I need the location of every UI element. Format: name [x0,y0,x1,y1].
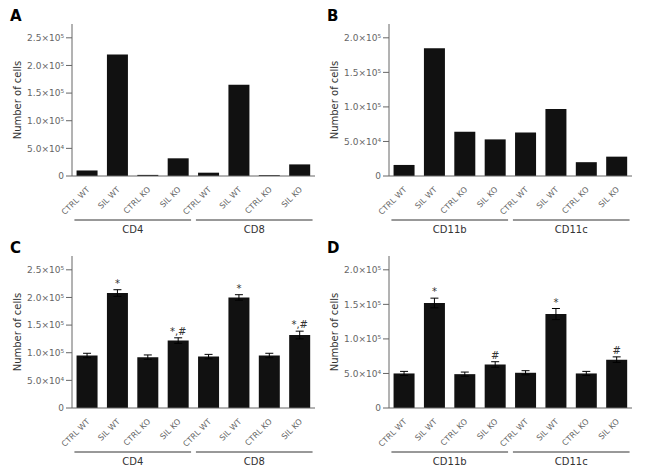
svg-text:SIL KO: SIL KO [158,185,182,209]
svg-text:Number of cells: Number of cells [329,293,340,372]
svg-text:1.0×10⁵: 1.0×10⁵ [27,348,64,358]
svg-text:1.5×10⁵: 1.5×10⁵ [344,300,381,310]
svg-text:CTRL KO: CTRL KO [243,185,274,216]
svg-text:0: 0 [375,403,381,413]
svg-text:SIL KO: SIL KO [280,185,304,209]
svg-text:1.5×10⁵: 1.5×10⁵ [27,88,64,98]
svg-text:CTRL KO: CTRL KO [439,185,470,216]
svg-text:SIL WT: SIL WT [96,185,122,211]
svg-text:SIL WT: SIL WT [535,417,561,443]
svg-text:CTRL WT: CTRL WT [181,185,213,217]
svg-text:SIL WT: SIL WT [96,417,122,443]
svg-text:CD11c: CD11c [555,456,588,467]
svg-text:Number of cells: Number of cells [329,61,340,140]
svg-text:CTRL WT: CTRL WT [181,417,213,449]
svg-text:SIL WT: SIL WT [413,185,439,211]
svg-text:5.0×10⁴: 5.0×10⁴ [27,144,64,154]
svg-text:2.0×10⁵: 2.0×10⁵ [344,33,381,43]
svg-text:SIL KO: SIL KO [158,417,182,441]
svg-text:5.0×10⁴: 5.0×10⁴ [344,369,381,379]
svg-text:CD8: CD8 [244,224,265,235]
svg-text:SIL KO: SIL KO [597,185,621,209]
svg-text:2.0×10⁵: 2.0×10⁵ [27,293,64,303]
svg-text:2.5×10⁵: 2.5×10⁵ [27,33,64,43]
svg-text:CTRL KO: CTRL KO [560,417,591,448]
svg-text:*: * [236,283,241,294]
svg-text:CTRL WT: CTRL WT [377,417,409,449]
svg-text:1.0×10⁵: 1.0×10⁵ [344,102,381,112]
html-text:D: D [327,239,340,257]
svg-text:CD4: CD4 [122,224,143,235]
svg-text:*,#: *,# [291,319,308,330]
svg-text:1.0×10⁵: 1.0×10⁵ [27,116,64,126]
svg-text:SIL KO: SIL KO [475,185,499,209]
svg-text:CTRL WT: CTRL WT [377,185,409,217]
svg-text:#: # [612,345,620,356]
svg-text:#: # [491,350,499,361]
svg-text:5.0×10⁴: 5.0×10⁴ [27,376,64,386]
svg-text:CTRL KO: CTRL KO [439,417,470,448]
svg-text:CD11b: CD11b [433,224,467,235]
svg-text:SIL WT: SIL WT [218,185,244,211]
svg-text:*: * [115,278,120,289]
svg-text:Number of cells: Number of cells [12,61,23,140]
svg-text:CTRL WT: CTRL WT [498,417,530,449]
html-text:C: C [10,239,21,257]
svg-text:SIL KO: SIL KO [597,417,621,441]
svg-text:CD11c: CD11c [555,224,588,235]
svg-text:2.0×10⁵: 2.0×10⁵ [27,61,64,71]
svg-text:2.0×10⁵: 2.0×10⁵ [344,265,381,275]
html-text:B: B [327,7,339,25]
svg-text:*: * [432,286,437,297]
svg-text:CTRL KO: CTRL KO [243,417,274,448]
svg-text:CD8: CD8 [244,456,265,467]
svg-text:SIL WT: SIL WT [413,417,439,443]
svg-text:0: 0 [375,171,381,181]
svg-text:CTRL KO: CTRL KO [122,417,153,448]
svg-text:0: 0 [58,403,64,413]
svg-text:5.0×10⁴: 5.0×10⁴ [344,137,381,147]
svg-text:CTRL WT: CTRL WT [498,185,530,217]
svg-text:SIL KO: SIL KO [475,417,499,441]
svg-text:CD11b: CD11b [433,456,467,467]
svg-text:0: 0 [58,171,64,181]
html-text:A: A [10,7,22,25]
svg-text:CTRL KO: CTRL KO [122,185,153,216]
svg-text:Number of cells: Number of cells [12,293,23,372]
svg-text:2.5×10⁵: 2.5×10⁵ [27,265,64,275]
svg-text:SIL WT: SIL WT [535,185,561,211]
svg-text:SIL WT: SIL WT [218,417,244,443]
svg-text:CTRL KO: CTRL KO [560,185,591,216]
svg-text:CTRL WT: CTRL WT [60,185,92,217]
svg-text:1.5×10⁵: 1.5×10⁵ [344,68,381,78]
svg-text:*,#: *,# [170,326,187,337]
svg-text:CD4: CD4 [122,456,143,467]
svg-text:CTRL WT: CTRL WT [60,417,92,449]
svg-text:*: * [553,297,558,308]
svg-text:1.0×10⁵: 1.0×10⁵ [344,334,381,344]
svg-text:1.5×10⁵: 1.5×10⁵ [27,320,64,330]
svg-text:SIL KO: SIL KO [280,417,304,441]
